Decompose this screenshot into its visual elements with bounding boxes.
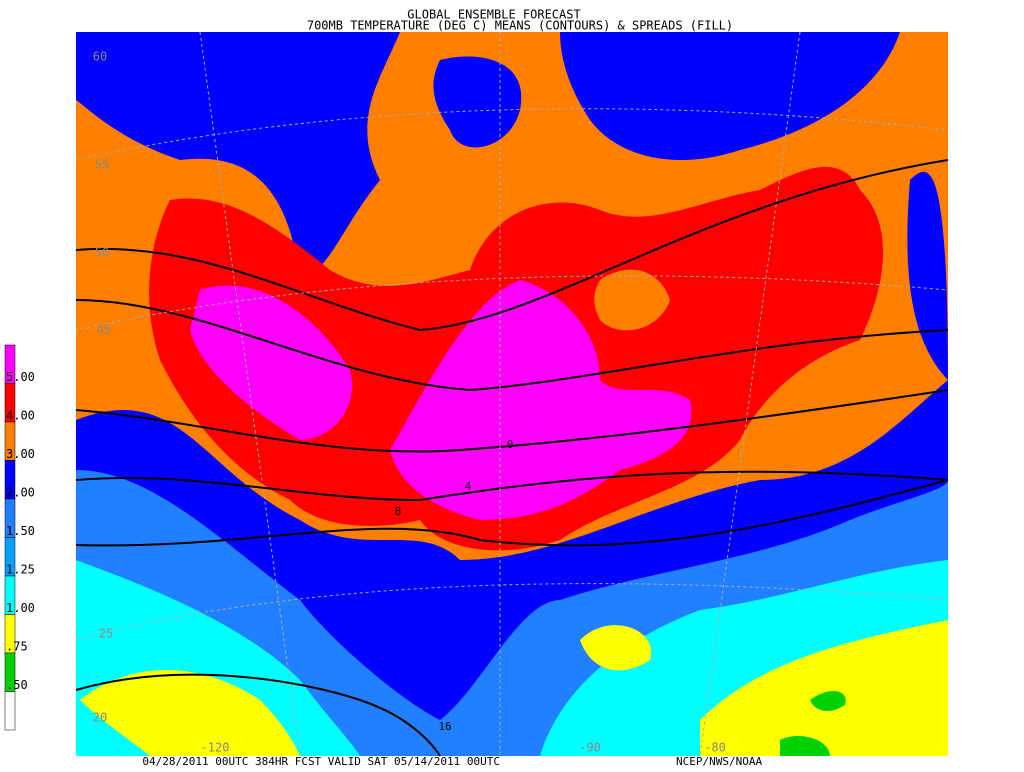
latitude-label: 25 [99,627,113,641]
contour-label: 8 [395,505,402,518]
contour-label: 16 [438,720,451,733]
fill-region [76,32,948,380]
legend-label: 1.50 [6,524,35,538]
fill-region [780,690,846,756]
legend-swatch [4,691,16,731]
graticule [75,31,949,757]
latitude-label: 60 [93,50,107,64]
map [75,31,949,757]
latitude-label: 55 [95,158,109,172]
legend-label: 4.00 [6,409,35,423]
legend-label: 3.00 [6,447,35,461]
latitude-label: 20 [93,711,107,725]
legend-label: 5.00 [6,370,35,384]
subtitle: 700MB TEMPERATURE (DEG C) MEANS (CONTOUR… [307,19,733,33]
legend-label: 1.25 [6,563,35,577]
legend-label: .75 [6,640,28,654]
longitude-label: -120 [201,741,230,755]
longitude-label: -90 [579,741,601,755]
fill-region [80,620,948,756]
latitude-label: 45 [97,323,111,337]
fill-region [190,280,692,520]
footer-right: NCEP/NWS/NOAA [676,755,762,768]
longitude-label: -80 [704,741,726,755]
title: GLOBAL ENSEMBLE FORECAST [407,8,580,22]
contour-label: 4 [465,480,472,493]
contour-label: 0 [507,438,514,451]
latitude-label: 50 [95,246,109,260]
contours [75,159,949,757]
legend-label: .50 [6,678,28,692]
legend-label: 2.00 [6,486,35,500]
legend-label: 1.00 [6,601,35,615]
footer-left: 04/28/2011 00UTC 384HR FCST VALID SAT 05… [142,755,500,768]
fill-region [594,269,670,331]
